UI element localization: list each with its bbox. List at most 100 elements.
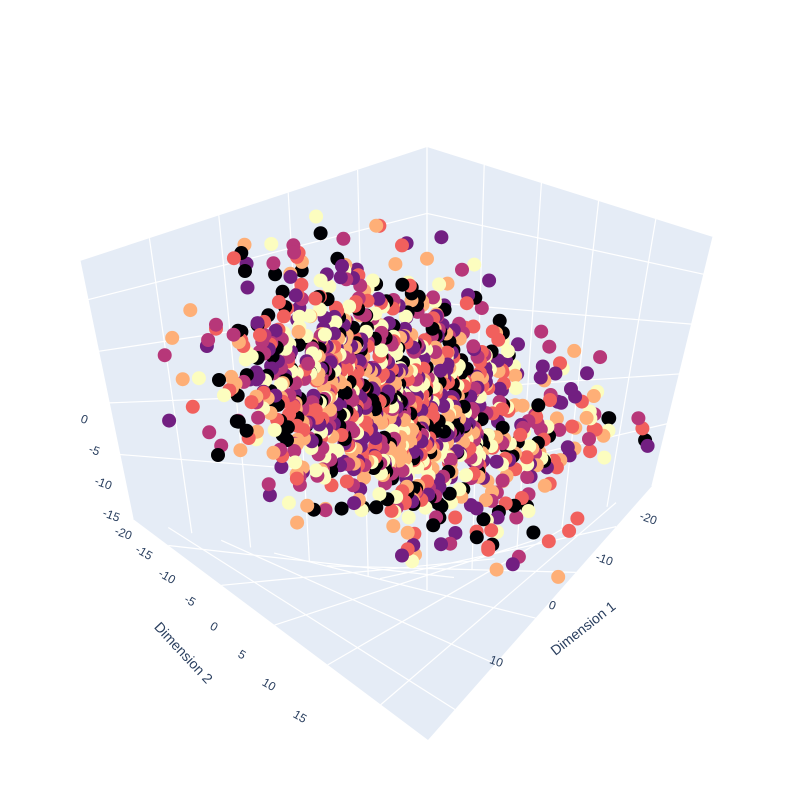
data-point[interactable] bbox=[511, 337, 525, 352]
data-point[interactable] bbox=[288, 288, 303, 303]
data-point[interactable] bbox=[469, 530, 484, 545]
data-point[interactable] bbox=[268, 323, 283, 338]
data-point[interactable] bbox=[268, 267, 283, 282]
data-point[interactable] bbox=[333, 270, 348, 285]
data-point[interactable] bbox=[520, 470, 535, 484]
data-point[interactable] bbox=[395, 277, 410, 292]
data-point[interactable] bbox=[267, 423, 282, 437]
data-point[interactable] bbox=[508, 368, 523, 383]
data-point[interactable] bbox=[481, 542, 496, 557]
data-point[interactable] bbox=[505, 557, 520, 572]
data-point[interactable] bbox=[593, 350, 608, 365]
data-point[interactable] bbox=[521, 504, 536, 518]
data-point[interactable] bbox=[226, 327, 241, 342]
data-point[interactable] bbox=[490, 510, 505, 525]
data-point[interactable] bbox=[482, 273, 497, 288]
data-point[interactable] bbox=[165, 330, 180, 345]
data-point[interactable] bbox=[583, 444, 598, 459]
data-point[interactable] bbox=[287, 444, 302, 458]
data-point[interactable] bbox=[398, 309, 413, 324]
data-point[interactable] bbox=[240, 280, 255, 295]
data-point[interactable] bbox=[400, 525, 415, 540]
data-point[interactable] bbox=[478, 493, 493, 508]
data-point[interactable] bbox=[476, 512, 491, 527]
data-point[interactable] bbox=[290, 515, 305, 530]
data-point[interactable] bbox=[564, 382, 578, 396]
data-point[interactable] bbox=[313, 273, 328, 288]
data-point[interactable] bbox=[531, 398, 546, 413]
data-point[interactable] bbox=[489, 454, 504, 469]
data-point[interactable] bbox=[495, 473, 510, 488]
data-point[interactable] bbox=[273, 377, 288, 392]
data-point[interactable] bbox=[459, 296, 474, 311]
data-point[interactable] bbox=[433, 363, 448, 378]
data-point[interactable] bbox=[388, 257, 403, 272]
data-point[interactable] bbox=[551, 569, 566, 584]
data-point[interactable] bbox=[434, 230, 449, 245]
data-point[interactable] bbox=[191, 371, 206, 386]
data-point[interactable] bbox=[369, 218, 384, 233]
data-point[interactable] bbox=[467, 257, 482, 272]
data-point[interactable] bbox=[301, 356, 316, 371]
data-point[interactable] bbox=[276, 309, 291, 324]
data-point[interactable] bbox=[244, 395, 259, 410]
data-point[interactable] bbox=[443, 452, 458, 467]
data-point[interactable] bbox=[328, 315, 343, 330]
data-point[interactable] bbox=[372, 487, 387, 502]
data-point[interactable] bbox=[386, 519, 401, 533]
data-point[interactable] bbox=[209, 317, 223, 332]
data-point[interactable] bbox=[318, 503, 333, 518]
data-point[interactable] bbox=[371, 291, 386, 306]
data-point[interactable] bbox=[519, 450, 534, 465]
data-point[interactable] bbox=[513, 427, 528, 442]
data-point[interactable] bbox=[271, 295, 286, 309]
data-point[interactable] bbox=[448, 526, 463, 540]
data-point[interactable] bbox=[534, 324, 549, 339]
data-point[interactable] bbox=[492, 313, 507, 328]
data-point[interactable] bbox=[420, 251, 434, 266]
data-point[interactable] bbox=[369, 500, 384, 515]
data-point[interactable] bbox=[580, 366, 594, 381]
data-point[interactable] bbox=[253, 328, 267, 342]
data-point[interactable] bbox=[183, 303, 198, 318]
data-point[interactable] bbox=[212, 373, 226, 387]
data-point[interactable] bbox=[509, 510, 524, 525]
data-point[interactable] bbox=[552, 422, 567, 437]
data-point[interactable] bbox=[549, 411, 564, 426]
data-point[interactable] bbox=[586, 389, 601, 403]
data-point[interactable] bbox=[434, 537, 448, 552]
data-point[interactable] bbox=[426, 518, 441, 533]
data-point[interactable] bbox=[535, 359, 550, 374]
data-point[interactable] bbox=[313, 226, 328, 241]
data-point[interactable] bbox=[567, 343, 582, 358]
data-point[interactable] bbox=[492, 381, 507, 396]
data-point[interactable] bbox=[289, 471, 304, 486]
data-point[interactable] bbox=[533, 370, 548, 385]
data-point[interactable] bbox=[202, 425, 217, 440]
data-point[interactable] bbox=[640, 438, 655, 453]
data-point[interactable] bbox=[334, 501, 349, 516]
data-point[interactable] bbox=[238, 352, 253, 367]
data-point[interactable] bbox=[335, 259, 349, 273]
data-point[interactable] bbox=[432, 277, 447, 292]
data-point[interactable] bbox=[185, 399, 200, 414]
data-point[interactable] bbox=[274, 460, 289, 474]
data-point[interactable] bbox=[162, 413, 177, 428]
data-point[interactable] bbox=[347, 496, 362, 511]
data-point[interactable] bbox=[508, 381, 523, 396]
data-point[interactable] bbox=[309, 209, 324, 224]
data-point[interactable] bbox=[395, 238, 409, 253]
data-point[interactable] bbox=[309, 463, 323, 478]
data-point[interactable] bbox=[308, 291, 323, 306]
data-point[interactable] bbox=[541, 534, 556, 549]
data-point[interactable] bbox=[211, 448, 225, 462]
data-point[interactable] bbox=[560, 440, 575, 455]
data-point[interactable] bbox=[175, 372, 190, 387]
data-point[interactable] bbox=[157, 348, 172, 363]
data-point[interactable] bbox=[455, 262, 469, 277]
data-point[interactable] bbox=[384, 503, 399, 518]
data-point[interactable] bbox=[582, 432, 596, 446]
data-point[interactable] bbox=[226, 251, 241, 266]
data-point[interactable] bbox=[374, 343, 389, 358]
data-point[interactable] bbox=[264, 237, 279, 251]
